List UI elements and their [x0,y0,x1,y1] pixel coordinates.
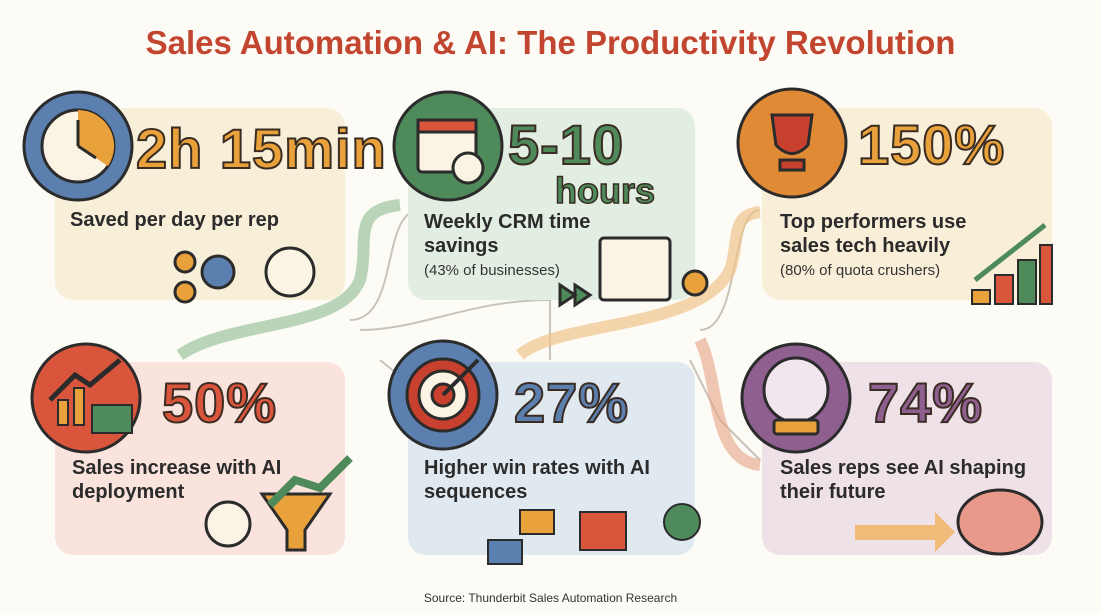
funnel-icon [204,455,353,552]
description: Saved per day per rep [70,209,279,231]
growth-icon [30,342,142,454]
stat: 50% [161,370,278,435]
flow-arrow [176,199,401,361]
bar-chart-icon [971,223,1053,305]
description: Sales reps see AI shaping their future [780,457,1027,503]
stat: 27% [513,370,630,435]
target-icon [387,339,499,451]
email-flow-icon [487,503,701,565]
flow-arrow [694,337,762,471]
note: (43% of businesses) [424,262,560,279]
description: Higher win rates with AI sequences [424,457,650,503]
source: Source: Thunderbit Sales Automation Rese… [423,591,678,605]
trophy-icon [736,87,848,199]
gears-icon [173,246,316,304]
calendar-stack-icon [558,236,709,308]
description: Sales increase with AI deployment [72,457,282,503]
flow-arrow [516,206,762,360]
stat: 74% [867,370,984,435]
stat: 150% [857,112,1006,177]
crystal-ball-icon [740,342,852,454]
note: (80% of quota crushers) [780,262,941,279]
title: Sales Automation & AI: The Productivity … [145,24,956,61]
clock-icon [22,90,134,202]
stat: 5-10 [507,112,625,177]
stat-unit: hours [554,169,656,212]
calendar-icon [392,90,504,202]
brain-icon [855,488,1044,556]
description: Top performers use sales tech heavily [780,211,967,257]
stat: 2h 15min [135,116,387,181]
description: Weekly CRM time savings [424,211,591,257]
